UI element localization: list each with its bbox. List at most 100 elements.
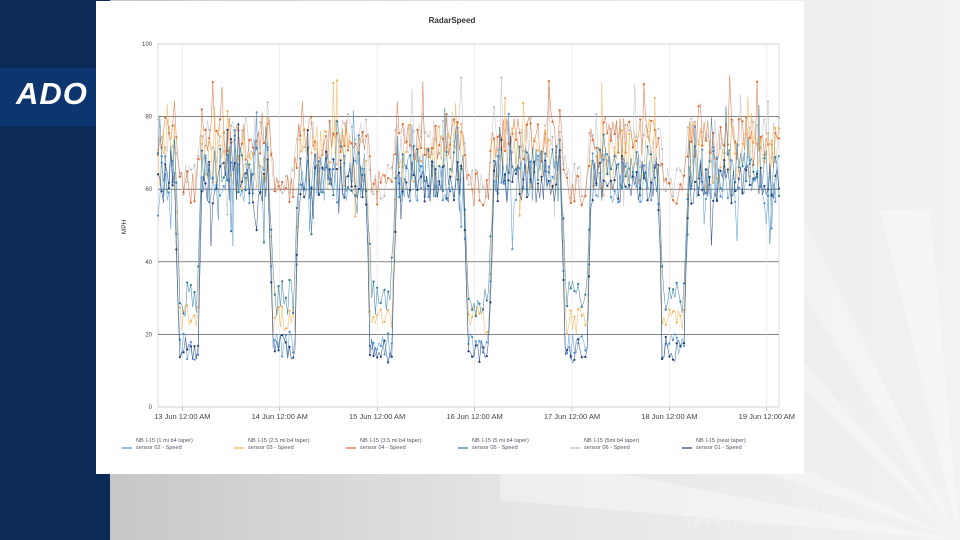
- series-segment: [738, 153, 741, 168]
- series-point: [726, 168, 729, 171]
- series-segment: [548, 139, 551, 187]
- series-segment: [535, 124, 539, 135]
- series-segment: [347, 114, 351, 122]
- series-point: [343, 196, 346, 199]
- series-segment: [238, 124, 241, 188]
- series-segment: [661, 149, 665, 190]
- series-segment: [636, 172, 639, 201]
- series-segment: [314, 156, 318, 194]
- series-segment: [665, 303, 668, 310]
- series-segment: [543, 130, 546, 145]
- series-point: [248, 192, 251, 195]
- series-segment: [196, 345, 199, 360]
- series-segment: [504, 174, 508, 203]
- series-segment: [614, 120, 617, 135]
- series-segment: [228, 139, 232, 201]
- series-point: [511, 127, 514, 130]
- y-tick-label: 20: [145, 332, 152, 338]
- series-segment: [395, 136, 398, 179]
- series-segment: [406, 182, 409, 199]
- series-segment: [650, 138, 654, 153]
- series-segment: [289, 310, 292, 323]
- series-segment: [601, 134, 604, 164]
- series-segment: [696, 180, 699, 196]
- series-segment: [563, 154, 566, 165]
- series-segment: [722, 160, 725, 178]
- series-point: [529, 160, 532, 163]
- series-segment: [603, 180, 606, 182]
- series-point: [562, 217, 565, 220]
- series-point: [277, 284, 280, 288]
- series-segment: [596, 166, 599, 184]
- series-segment: [466, 293, 469, 352]
- series-segment: [247, 168, 250, 194]
- series-segment: [502, 174, 506, 185]
- series-segment: [168, 192, 172, 230]
- series-segment: [650, 154, 654, 173]
- series-segment: [314, 164, 318, 169]
- series-segment: [278, 181, 281, 190]
- series-segment: [740, 153, 743, 167]
- series-segment: [358, 135, 362, 198]
- series-segment: [541, 176, 544, 200]
- series-segment: [316, 126, 320, 184]
- series-segment: [501, 165, 504, 183]
- series-segment: [594, 185, 597, 196]
- series-segment: [316, 164, 320, 195]
- series-segment: [705, 169, 709, 197]
- series-segment: [311, 164, 314, 188]
- series-segment: [402, 128, 405, 167]
- series-segment: [486, 330, 489, 343]
- series-segment: [775, 169, 778, 177]
- series-segment: [513, 140, 517, 169]
- series-segment: [333, 168, 336, 171]
- series-segment: [241, 190, 245, 202]
- series-segment: [523, 102, 526, 125]
- series-segment: [386, 164, 389, 173]
- series-segment: [245, 171, 248, 191]
- series-point: [562, 168, 565, 171]
- series-segment: [656, 162, 659, 211]
- footer-agency-name: ARIZONA DEPARTMENT OF TRANSPORTATION: [686, 506, 876, 528]
- series-segment: [702, 149, 705, 225]
- series-segment: [166, 118, 170, 133]
- series-point: [449, 175, 452, 178]
- series-segment: [692, 181, 696, 204]
- series-segment: [186, 305, 190, 325]
- series-segment: [506, 180, 509, 203]
- series-segment: [482, 288, 486, 310]
- series-segment: [692, 146, 696, 180]
- series-segment: [680, 184, 683, 191]
- series-segment: [309, 188, 312, 199]
- series-segment: [742, 152, 745, 167]
- series-segment: [457, 162, 460, 195]
- series-segment: [289, 346, 292, 360]
- series-segment: [396, 101, 400, 134]
- series-segment: [764, 203, 767, 225]
- series-segment: [228, 146, 232, 232]
- series-segment: [711, 200, 714, 246]
- series-segment: [203, 133, 206, 175]
- series-segment: [245, 168, 248, 174]
- series-segment: [703, 121, 707, 141]
- series-segment: [254, 217, 257, 231]
- series-segment: [168, 128, 172, 151]
- series-segment: [504, 97, 508, 171]
- series-point: [167, 127, 171, 130]
- series-segment: [384, 172, 387, 197]
- series-segment: [376, 342, 380, 350]
- series-point: [197, 344, 200, 347]
- series-segment: [289, 331, 292, 335]
- series-point: [609, 179, 613, 182]
- series-segment: [581, 312, 584, 316]
- series-segment: [762, 194, 765, 204]
- series-point: [299, 183, 302, 186]
- series-segment: [351, 110, 354, 181]
- series-segment: [643, 170, 646, 179]
- series-point: [292, 195, 295, 199]
- series-segment: [727, 149, 730, 155]
- series-segment: [464, 143, 467, 163]
- series-segment: [364, 135, 367, 150]
- series-segment: [311, 135, 314, 153]
- series-segment: [625, 123, 628, 126]
